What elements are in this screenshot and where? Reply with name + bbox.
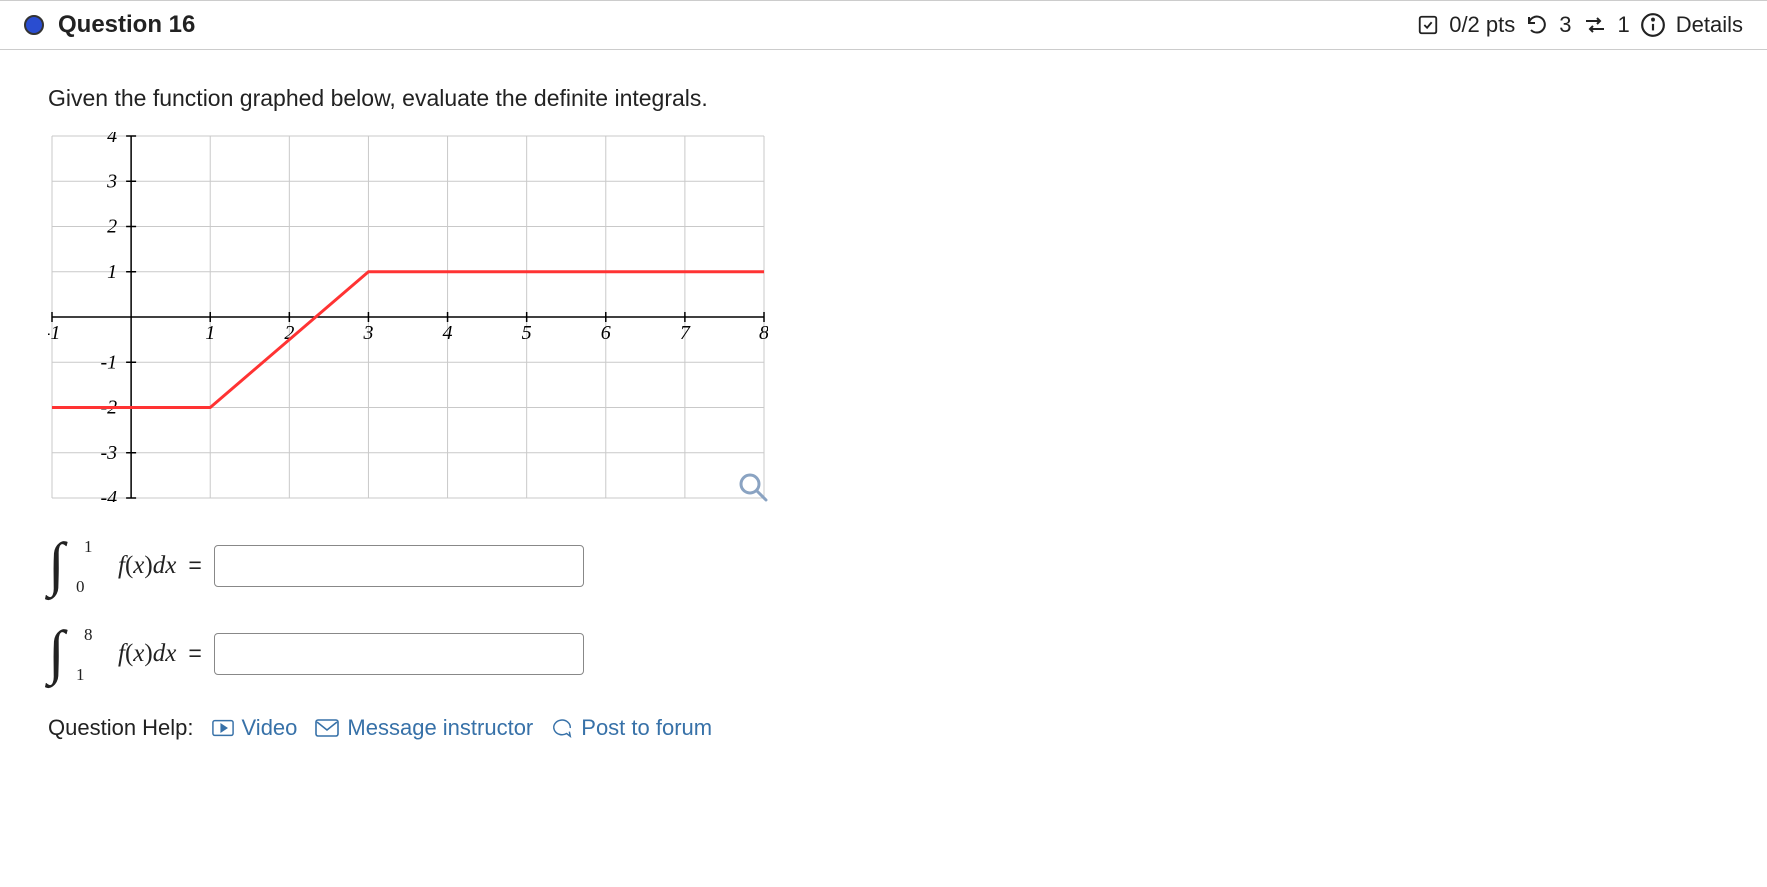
question-container: Question 16 0/2 pts 3	[0, 0, 1767, 776]
help-line: Question Help: Video Message in	[48, 714, 1719, 743]
info-icon[interactable]	[1640, 12, 1666, 38]
equals-sign: =	[188, 639, 201, 669]
checkbox-icon	[1417, 14, 1439, 36]
integrand: f(x)dx	[118, 550, 176, 583]
svg-text:-3: -3	[100, 442, 117, 464]
details-link[interactable]: Details	[1676, 12, 1743, 38]
svg-text:8: 8	[759, 322, 768, 344]
help-label: Question Help:	[48, 714, 194, 743]
mail-icon	[315, 719, 339, 737]
svg-text:6: 6	[601, 322, 611, 344]
svg-text:1: 1	[107, 261, 117, 283]
integrand-var: x	[133, 552, 144, 579]
answer-input[interactable]	[214, 633, 584, 675]
svg-text:1: 1	[205, 322, 215, 344]
question-title: Question 16	[58, 11, 195, 39]
integral-list: ∫ 0 1 f(x)dx = ∫ 1 8 f(x)dx =	[48, 534, 1719, 686]
video-link[interactable]: Video	[212, 714, 298, 743]
integral-upper: 1	[84, 536, 93, 558]
integral-lower: 1	[76, 664, 85, 686]
attempts-label: 3	[1559, 12, 1571, 38]
cycle-icon	[1582, 13, 1608, 37]
video-label: Video	[242, 714, 298, 743]
integrand-fn: f	[118, 552, 125, 579]
question-prompt: Given the function graphed below, evalua…	[48, 84, 1719, 114]
reattempts-label: 1	[1618, 12, 1630, 38]
svg-text:-1: -1	[100, 351, 117, 373]
integral-lower: 0	[76, 576, 85, 598]
integral-symbol: ∫	[48, 531, 64, 597]
integral-row: ∫ 1 8 f(x)dx =	[48, 622, 1719, 686]
question-header: Question 16 0/2 pts 3	[0, 0, 1767, 50]
forum-label: Post to forum	[581, 714, 712, 743]
function-graph: -1123456784321-1-2-3-4	[48, 132, 1719, 510]
answer-input[interactable]	[214, 545, 584, 587]
svg-text:3: 3	[106, 170, 117, 192]
points-label: 0/2 pts	[1449, 12, 1515, 38]
integrand: f(x)dx	[118, 638, 176, 671]
svg-text:2: 2	[107, 215, 117, 237]
chat-icon	[551, 717, 573, 739]
svg-text:-4: -4	[100, 487, 117, 502]
header-right: 0/2 pts 3 1	[1417, 12, 1743, 38]
svg-text:4: 4	[107, 132, 117, 147]
integral-symbol: ∫	[48, 619, 64, 685]
header-left: Question 16	[24, 11, 195, 39]
equals-sign: =	[188, 551, 201, 581]
svg-text:5: 5	[522, 322, 532, 344]
integral-row: ∫ 0 1 f(x)dx =	[48, 534, 1719, 598]
integral-upper: 8	[84, 624, 93, 646]
graph-svg: -1123456784321-1-2-3-4	[48, 132, 768, 502]
integrand-var: x	[133, 640, 144, 667]
svg-text:7: 7	[680, 322, 691, 344]
svg-text:4: 4	[443, 322, 453, 344]
integral-expression: ∫ 1 8 f(x)dx	[48, 622, 176, 686]
integrand-diff: dx	[153, 640, 177, 667]
status-dot-icon	[24, 15, 44, 35]
question-body: Given the function graphed below, evalua…	[0, 50, 1767, 776]
svg-text:3: 3	[362, 322, 373, 344]
svg-text:-1: -1	[48, 322, 60, 344]
forum-link[interactable]: Post to forum	[551, 714, 712, 743]
magnifier-icon[interactable]	[741, 475, 766, 500]
integrand-diff: dx	[153, 552, 177, 579]
integral-expression: ∫ 0 1 f(x)dx	[48, 534, 176, 598]
message-link[interactable]: Message instructor	[315, 714, 533, 743]
integrand-fn: f	[118, 640, 125, 667]
message-label: Message instructor	[347, 714, 533, 743]
play-icon	[212, 719, 234, 737]
retry-icon	[1525, 13, 1549, 37]
